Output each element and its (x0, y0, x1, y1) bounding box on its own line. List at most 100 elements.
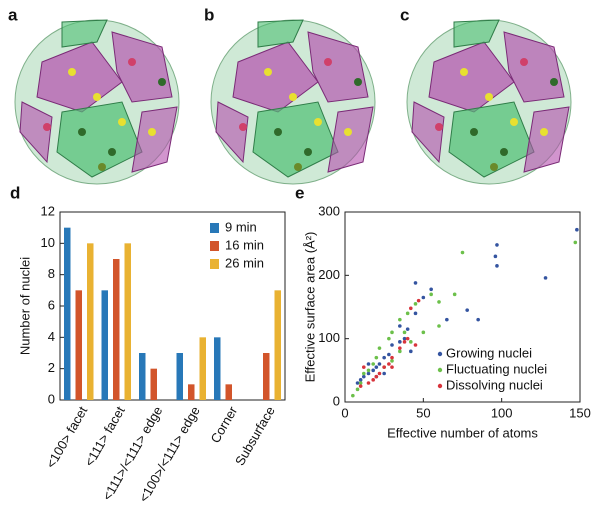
point (362, 365, 366, 369)
point (366, 362, 371, 366)
point (398, 349, 402, 354)
y-tick-label: 8 (48, 266, 55, 281)
point (374, 365, 379, 369)
point (493, 254, 498, 259)
point (405, 327, 410, 331)
point (421, 295, 426, 300)
point (437, 324, 441, 328)
panel-label: e (295, 183, 304, 202)
point (413, 302, 418, 306)
x-tick-label: 0 (341, 405, 348, 420)
bar (124, 243, 131, 400)
y-tick-label: 200 (318, 267, 340, 282)
point (390, 330, 394, 335)
legend-swatch (210, 259, 219, 269)
bar (214, 337, 221, 400)
point (377, 346, 382, 350)
panel-label: c (400, 5, 409, 24)
point (382, 365, 386, 369)
point (355, 387, 360, 392)
point (371, 368, 376, 373)
point (398, 324, 402, 328)
point (362, 374, 366, 379)
point (362, 371, 366, 376)
point (371, 378, 376, 382)
point (421, 330, 426, 335)
legend-label: Dissolving nuclei (446, 377, 543, 392)
y-tick-label: 6 (48, 297, 55, 312)
point (573, 240, 578, 245)
point (358, 381, 363, 385)
y-tick-label: 0 (333, 393, 340, 408)
point (377, 371, 382, 376)
legend-swatch (210, 223, 219, 233)
point (371, 362, 376, 366)
y-tick-label: 12 (41, 203, 55, 218)
point (374, 374, 379, 379)
legend-label: Growing nuclei (446, 345, 532, 360)
point (366, 381, 371, 385)
point (437, 300, 441, 304)
x-tick-label: 50 (416, 405, 430, 420)
bar (263, 353, 270, 400)
point (398, 340, 402, 344)
point (387, 362, 391, 366)
y-tick-label: 100 (318, 330, 340, 345)
legend-marker (437, 383, 443, 389)
legend-marker (437, 367, 443, 373)
point (387, 336, 391, 341)
point (429, 292, 433, 297)
legend-marker (437, 351, 443, 357)
point (413, 311, 418, 316)
point (429, 287, 433, 292)
x-axis-label: Effective number of atoms (387, 425, 538, 440)
bar (101, 290, 108, 400)
point (409, 340, 413, 344)
legend-label: 16 min (225, 237, 264, 252)
x-tick-label: 100 (491, 405, 513, 420)
bar (113, 259, 120, 400)
point (390, 355, 394, 360)
bar (176, 353, 183, 400)
y-tick-label: 2 (48, 360, 55, 375)
bar (75, 290, 82, 400)
point (351, 393, 355, 398)
point (413, 281, 418, 285)
bar (188, 384, 195, 400)
x-tick-label: Corner (207, 403, 240, 445)
bar (87, 243, 94, 400)
point (543, 276, 548, 280)
point (390, 343, 394, 347)
bar (150, 368, 157, 400)
point (358, 384, 363, 388)
point (398, 317, 402, 322)
point (409, 349, 413, 354)
y-axis-label: Effective surface area (Å²) (302, 232, 317, 383)
point (476, 317, 480, 322)
bar (225, 384, 232, 400)
panel-label: d (10, 183, 20, 202)
point (377, 362, 382, 366)
point (366, 368, 371, 373)
y-axis-label: Number of nuclei (17, 257, 32, 355)
point (409, 306, 413, 311)
point (387, 352, 391, 357)
y-tick-label: 300 (318, 203, 340, 218)
rendering-a (14, 19, 180, 185)
point (405, 336, 410, 341)
point (398, 346, 402, 350)
point (402, 340, 407, 344)
point (460, 250, 465, 255)
bar (274, 290, 281, 400)
legend-swatch (210, 241, 219, 251)
axes-frame (344, 211, 581, 403)
y-tick-label: 10 (41, 235, 55, 250)
point (452, 292, 457, 297)
point (416, 298, 421, 303)
point (575, 227, 579, 232)
legend-label: 9 min (225, 219, 257, 234)
point (402, 336, 407, 341)
point (355, 381, 360, 385)
legend-label: Fluctuating nuclei (446, 361, 547, 376)
